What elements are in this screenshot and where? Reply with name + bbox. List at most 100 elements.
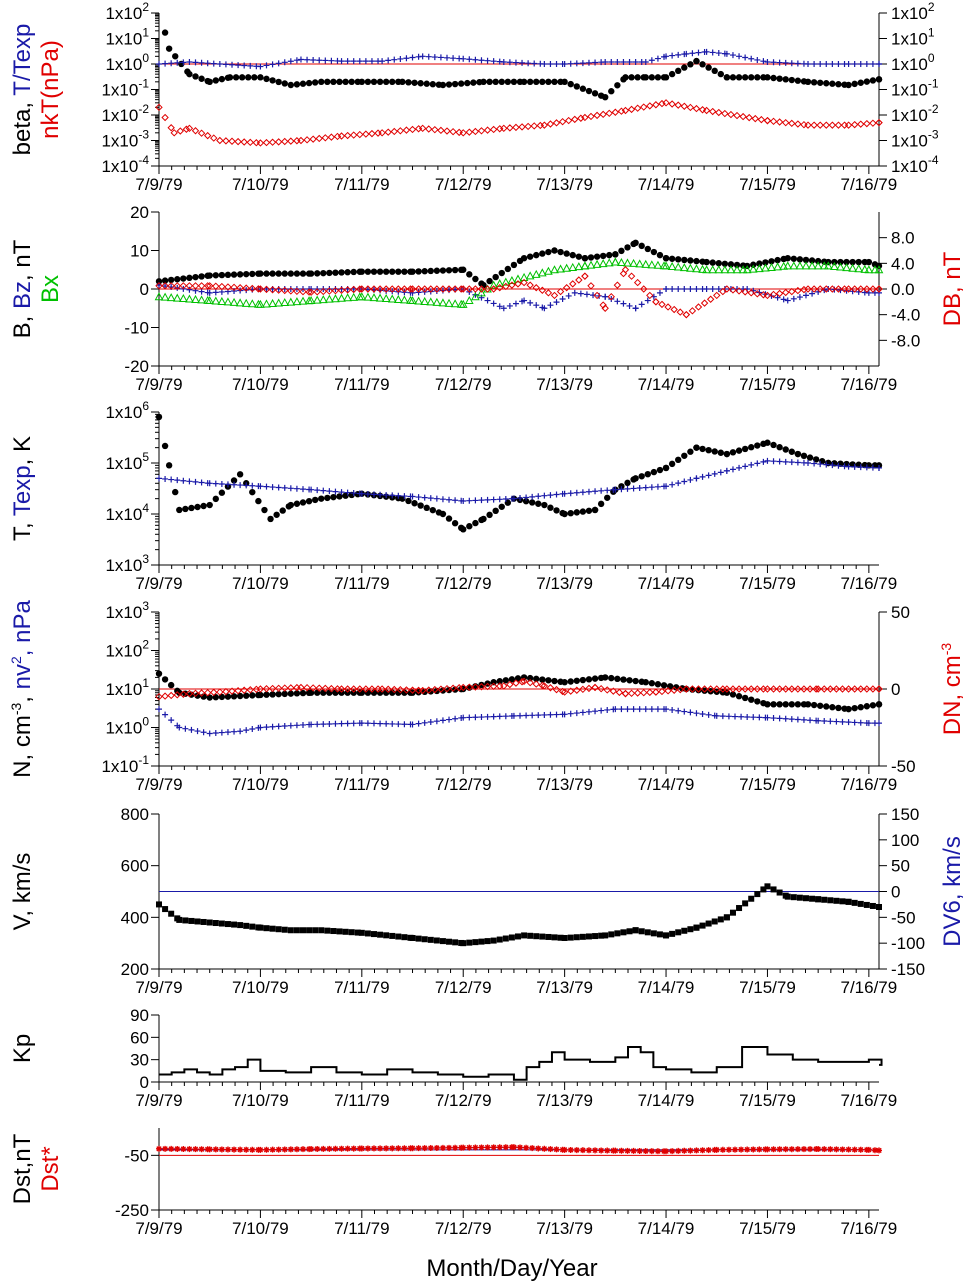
data-point [574, 262, 584, 271]
data-point [188, 726, 195, 733]
x-tick-label: 7/16/79 [840, 775, 897, 794]
data-point [229, 61, 236, 68]
data-point [729, 909, 736, 916]
data-point [709, 259, 716, 266]
data-point [327, 133, 336, 141]
data-point [251, 74, 258, 81]
data-point [585, 507, 593, 514]
data-point [518, 123, 526, 131]
data-point [529, 1145, 536, 1152]
data-point [299, 499, 307, 506]
data-point [800, 1146, 807, 1153]
data-point [319, 287, 327, 296]
data-point [162, 906, 169, 913]
data-point [843, 258, 850, 266]
data-point [669, 930, 676, 937]
data-point [805, 61, 812, 67]
data-point [417, 502, 424, 509]
data-point [760, 886, 767, 893]
data-point [293, 1146, 300, 1153]
data-point [809, 895, 816, 902]
data-point [811, 460, 818, 467]
data-point [569, 251, 576, 259]
x-tick-label: 7/14/79 [638, 375, 695, 394]
x-tick-label: 7/9/79 [135, 1219, 182, 1238]
data-point [356, 58, 363, 65]
x-tick-label: 7/12/79 [435, 574, 492, 593]
data-point [297, 136, 305, 145]
data-point [268, 684, 277, 693]
data-point [693, 1147, 700, 1154]
data-point [614, 82, 621, 89]
data-point [654, 1148, 661, 1155]
data-point [845, 81, 852, 89]
data-point [612, 251, 619, 258]
data-point [656, 931, 663, 938]
data-point [508, 676, 516, 683]
y-tick-label-exponent: 5 [142, 450, 149, 464]
data-point [624, 479, 631, 487]
data-point [520, 78, 528, 86]
y-right-tick-label: -4.0 [891, 306, 920, 325]
data-point [224, 481, 231, 488]
data-point [636, 706, 643, 713]
data-point [182, 125, 191, 133]
data-point [268, 138, 277, 146]
data-point [603, 686, 611, 694]
data-point [344, 269, 351, 276]
data-point [205, 282, 214, 290]
data-point [257, 270, 264, 277]
data-point [307, 270, 315, 277]
data-point [811, 61, 818, 67]
data-point [457, 285, 465, 293]
data-point [173, 282, 181, 290]
data-point [602, 932, 609, 939]
data-point [389, 689, 396, 696]
data-point [621, 266, 630, 274]
data-point [810, 285, 818, 293]
data-point [324, 78, 331, 86]
x-tick-label: 7/15/79 [739, 1091, 796, 1110]
data-point [638, 928, 645, 935]
y-axis-label-right: DN, cm-3 [938, 643, 966, 736]
data-point [350, 689, 357, 696]
data-point [833, 718, 840, 725]
data-point [338, 720, 345, 727]
data-point [627, 105, 636, 114]
data-point [875, 76, 883, 83]
data-point [174, 276, 181, 283]
data-point [669, 706, 676, 713]
data-point [477, 127, 486, 135]
data-point [810, 701, 818, 709]
data-point [794, 701, 802, 708]
data-point [281, 286, 289, 295]
data-point [478, 714, 485, 721]
data-point [844, 285, 853, 293]
data-point [796, 294, 803, 301]
data-point [286, 297, 296, 306]
x-tick-label: 7/10/79 [232, 175, 289, 194]
data-point [320, 487, 327, 494]
data-point [420, 296, 430, 305]
data-point [708, 107, 717, 116]
data-point [587, 112, 595, 121]
data-point [827, 897, 834, 904]
data-point [869, 702, 877, 709]
data-point [670, 686, 678, 694]
data-point [263, 1146, 270, 1153]
data-point [796, 894, 803, 901]
data-point [512, 59, 519, 66]
data-point [174, 477, 181, 484]
y-tick-label-exponent: -1 [138, 753, 149, 767]
data-point [409, 1145, 416, 1152]
series-3 [155, 266, 883, 319]
data-point [732, 265, 742, 274]
data-point [804, 121, 812, 129]
data-point [162, 60, 169, 67]
data-point [203, 131, 212, 140]
data-point [394, 285, 403, 293]
data-point [579, 508, 587, 515]
data-point [356, 685, 364, 693]
data-point [362, 685, 370, 693]
y-right-tick-label: 1x101 [891, 26, 935, 49]
